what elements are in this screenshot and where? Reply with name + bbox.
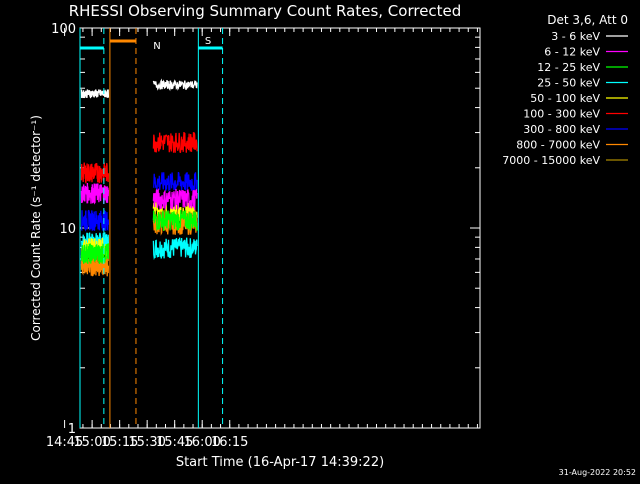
x-axis-label: Start Time (16-Apr-17 14:39:22)	[176, 455, 384, 470]
series-line-300-800kev	[81, 209, 110, 232]
series-line-25-50kev	[152, 237, 198, 261]
chart-title: RHESSI Observing Summary Count Rates, Co…	[69, 2, 462, 20]
legend-title: Det 3,6, Att 0	[547, 13, 628, 27]
timestamp: 31-Aug-2022 20:52	[559, 468, 636, 477]
legend-label: 6 - 12 keV	[544, 46, 600, 59]
plot-frame	[79, 27, 481, 429]
night-marker-label: N	[153, 41, 160, 52]
series-line-3-6kev	[80, 89, 110, 99]
series-line-6-12kev	[80, 182, 110, 205]
series-layer	[80, 78, 198, 277]
legend-label: 25 - 50 keV	[537, 77, 600, 90]
series-line-100-300kev	[80, 162, 110, 184]
legend-label: 7000 - 15000 keV	[502, 154, 600, 167]
x-tick-label: 15:30	[128, 435, 165, 450]
legend-label: 800 - 7000 keV	[516, 139, 600, 152]
series-line-3-6kev	[152, 78, 198, 92]
legend-label: 50 - 100 keV	[530, 92, 600, 105]
legend-label: 3 - 6 keV	[551, 30, 600, 43]
x-tick-label: 16:00	[183, 435, 220, 450]
series-line-6-12kev	[152, 187, 198, 210]
saa-marker-label: S	[205, 36, 211, 47]
x-tick-label: 16:15	[211, 435, 248, 450]
marker-layer	[79, 28, 224, 428]
series-line-12-25kev	[152, 210, 198, 232]
legend-label: 100 - 300 keV	[523, 108, 600, 121]
series-line-300-800kev	[153, 171, 198, 193]
x-tick-label: 15:15	[101, 435, 138, 450]
y-tick-label: 100	[51, 22, 76, 37]
legend: 3 - 6 keV 6 - 12 keV 12 - 25 keV 25 - 50 ke…	[502, 30, 628, 167]
y-tick-label: 1	[68, 422, 76, 437]
x-tick-label: 14:45	[46, 435, 83, 450]
y-tick-label: 10	[59, 222, 76, 237]
x-tick-label: 15:45	[156, 435, 193, 450]
series-line-100-300kev	[152, 131, 198, 154]
y-axis-label: Corrected Count Rate (s⁻¹ detector⁻¹)	[29, 115, 43, 341]
x-tick-label: 15:00	[73, 435, 110, 450]
legend-label: 300 - 800 keV	[523, 123, 600, 136]
legend-label: 12 - 25 keV	[537, 61, 600, 74]
